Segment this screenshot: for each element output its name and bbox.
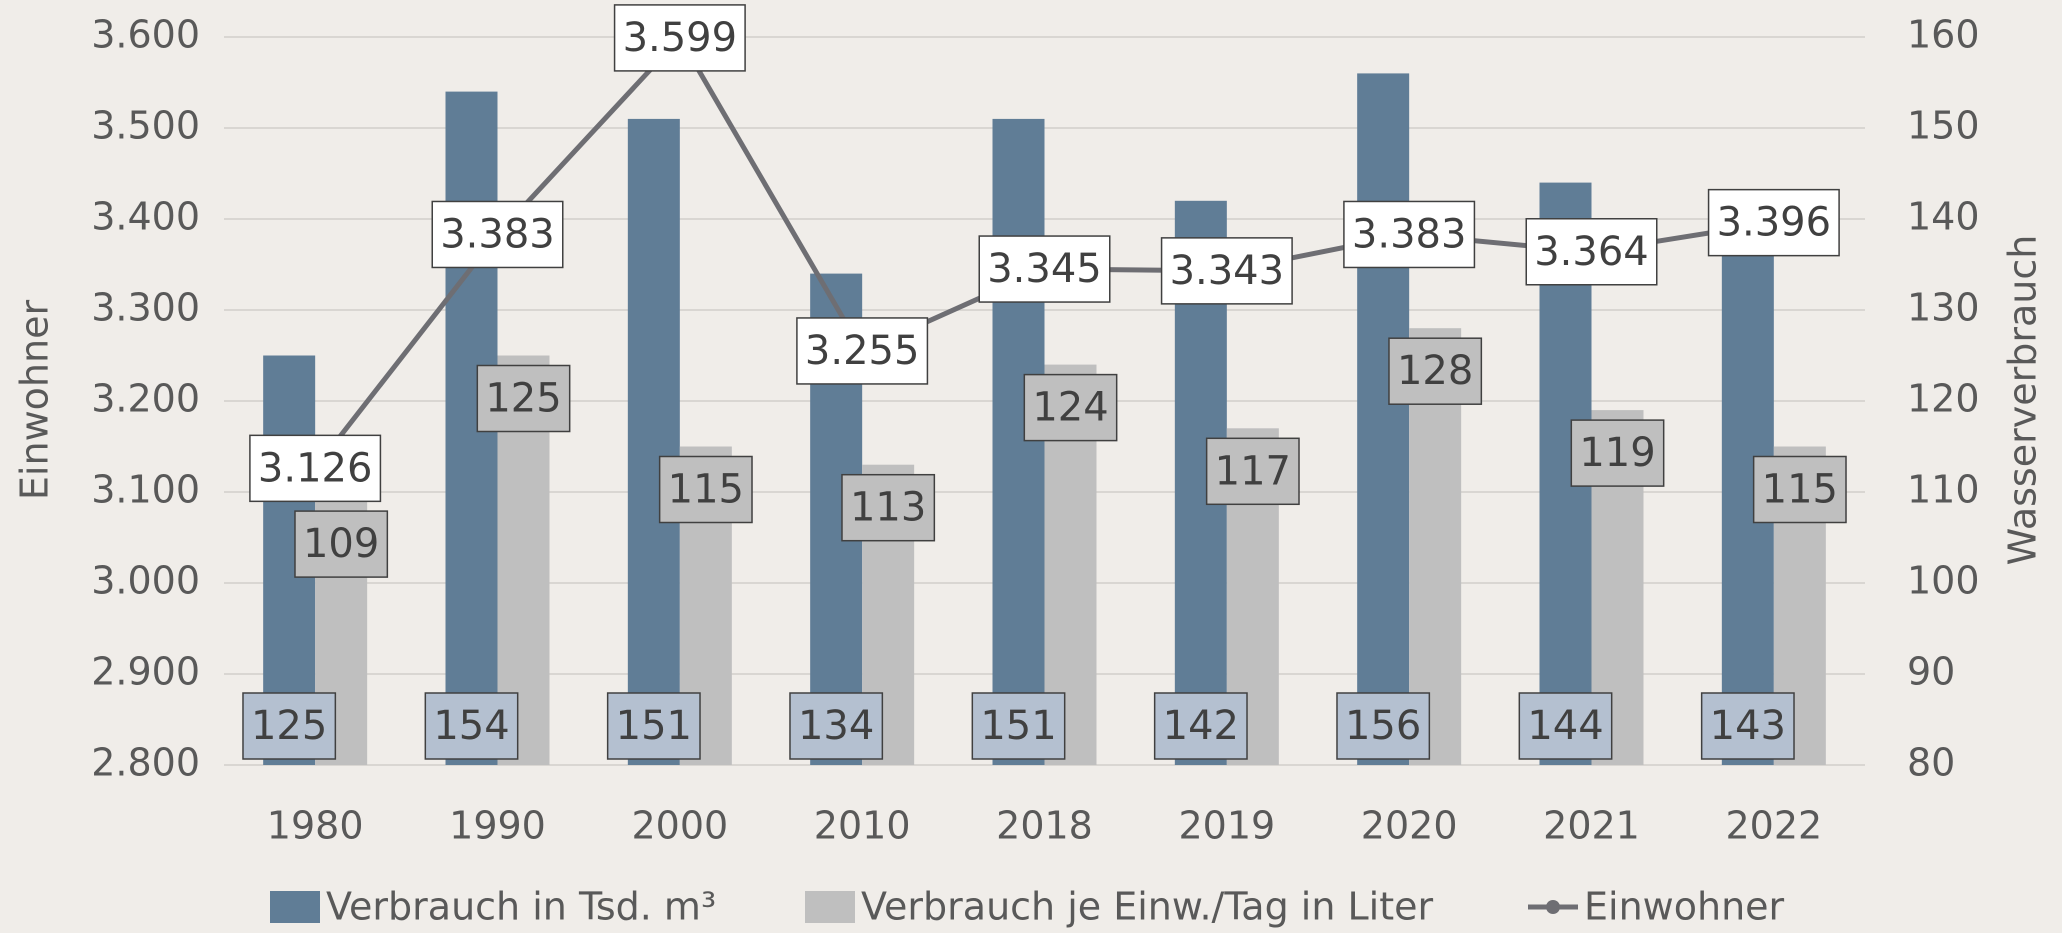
x-tick-label: 2010 [814, 804, 911, 848]
y2-axis-title: Wasserverbrauch [2001, 235, 2045, 566]
line-label-box [431, 200, 564, 269]
bar [992, 118, 1045, 765]
bar-label-box [1153, 692, 1248, 760]
line-label: 3.343 [1170, 248, 1285, 294]
bar-label-box [424, 692, 519, 760]
x-tick-label: 2020 [1361, 804, 1458, 848]
bar-label: 156 [1345, 703, 1421, 749]
y2-tick-label: 140 [1907, 195, 1980, 239]
y2-tick-label: 100 [1907, 559, 1980, 603]
legend-label: Verbrauch je Einw./Tag in Liter [861, 885, 1433, 929]
bar-label: 142 [1163, 703, 1239, 749]
bar-label: 128 [1397, 348, 1473, 394]
line-label: 3.126 [258, 445, 373, 491]
bar-label-box [789, 692, 884, 760]
y-tick-label: 3.300 [91, 286, 200, 330]
bar-label-box [606, 692, 701, 760]
bar-label-box [242, 692, 337, 760]
y2-tick-label: 80 [1907, 741, 1955, 785]
line-label-box [249, 434, 382, 503]
y-tick-label: 3.400 [91, 195, 200, 239]
bar-label: 119 [1579, 430, 1655, 476]
line-label-box [1525, 218, 1658, 286]
bar-label: 151 [980, 703, 1056, 749]
bar-label-box [294, 510, 389, 578]
line-label: 3.383 [440, 211, 555, 257]
legend-label: Einwohner [1584, 885, 1785, 929]
bar-label: 109 [303, 521, 379, 567]
line-label-box [796, 317, 929, 385]
y2-tick-label: 110 [1907, 468, 1980, 512]
x-tick-label: 1990 [449, 804, 546, 848]
x-tick-label: 2000 [631, 804, 728, 848]
y2-tick-label: 120 [1907, 377, 1980, 421]
y2-tick-label: 130 [1907, 286, 1980, 330]
x-tick-label: 2019 [1178, 804, 1275, 848]
y-tick-label: 2.800 [91, 741, 200, 785]
y-tick-label: 3.200 [91, 377, 200, 421]
bar-label-box [1023, 373, 1118, 442]
bar-label: 154 [433, 703, 509, 749]
bar-label-box [1388, 337, 1483, 405]
line-label-box [978, 235, 1111, 303]
legend-swatch [270, 891, 320, 923]
bar-label-box [476, 364, 571, 433]
y-tick-label: 3.000 [91, 559, 200, 603]
bar-label-box [841, 473, 936, 542]
legend-marker [1546, 900, 1560, 914]
bar-label-box [1336, 692, 1431, 760]
bar-label: 113 [850, 485, 926, 531]
bar-label-box [1752, 455, 1847, 524]
y-tick-label: 3.600 [91, 13, 200, 57]
labels: 125 154 151 134 151 142 156 144 143 109 125 115 113 1… [242, 4, 1847, 760]
bar [1357, 73, 1410, 765]
bar-label-box [1700, 692, 1795, 760]
line-label: 3.383 [1352, 211, 1467, 257]
legend-label: Verbrauch in Tsd. m³ [326, 885, 716, 929]
y-axis-title: Einwohner [13, 300, 57, 501]
bar-label-box [1205, 437, 1300, 506]
bar-label: 125 [251, 703, 327, 749]
line-label-box [613, 4, 746, 72]
legend-swatch [805, 891, 855, 923]
x-tick-label: 2022 [1725, 804, 1822, 848]
bar-label: 115 [1762, 467, 1838, 513]
bar-label-box [658, 455, 753, 524]
bar-label: 134 [798, 703, 874, 749]
x-tick-label: 2018 [996, 804, 1093, 848]
bar [627, 118, 680, 765]
line-label: 3.364 [1534, 229, 1649, 275]
line-label: 3.255 [805, 328, 920, 374]
bar-label: 125 [485, 376, 561, 422]
y2-tick-label: 90 [1907, 650, 1955, 694]
y-tick-label: 2.900 [91, 650, 200, 694]
bar-label-box [971, 692, 1066, 760]
x-tick-label: 2021 [1543, 804, 1640, 848]
bar-label: 124 [1032, 385, 1108, 431]
line-label: 3.599 [623, 15, 738, 61]
line-label-box [1343, 200, 1476, 269]
bar-label: 117 [1215, 448, 1291, 494]
bar-label: 115 [668, 467, 744, 513]
y2-tick-label: 160 [1907, 13, 1980, 57]
y-tick-label: 3.500 [91, 104, 200, 148]
bar-label-box [1570, 419, 1665, 487]
bar-label-box [1518, 692, 1613, 760]
line-label: 3.345 [987, 246, 1102, 292]
y-tick-label: 3.100 [91, 468, 200, 512]
line-label: 3.396 [1717, 200, 1832, 246]
bar-label: 151 [616, 703, 692, 749]
line-label-box [1160, 237, 1293, 305]
line-label-box [1707, 188, 1840, 257]
y2-tick-label: 150 [1907, 104, 1980, 148]
x-tick-label: 1980 [267, 804, 364, 848]
bar-label: 143 [1710, 703, 1786, 749]
bar-label: 144 [1527, 703, 1603, 749]
